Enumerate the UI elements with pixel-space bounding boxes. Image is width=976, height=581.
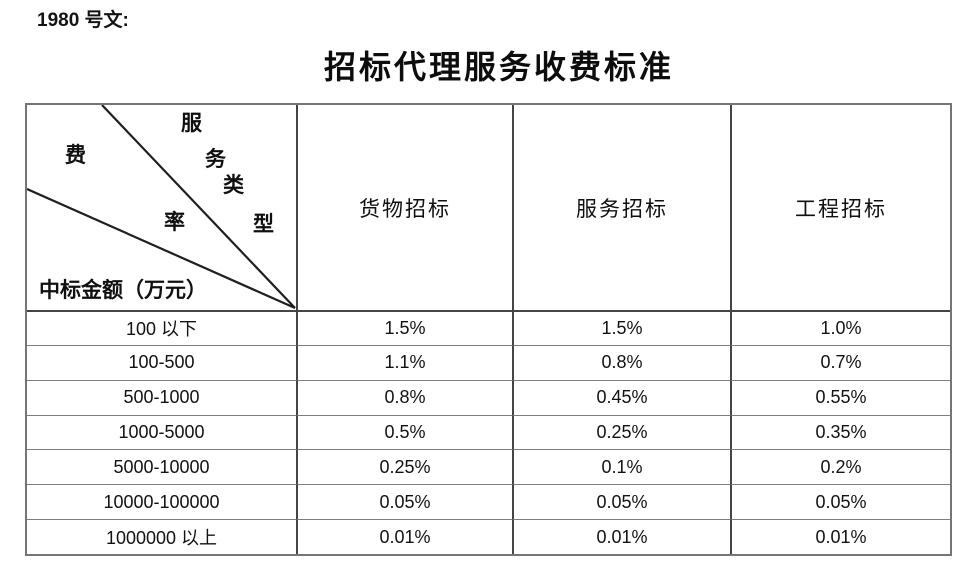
fee-cell: 0.01% [512,519,730,554]
corner-label-service-char: 型 [253,212,274,236]
fee-cell: 0.7% [730,344,950,380]
doc-number-label: 1980 号文: [37,10,129,31]
corner-label-service-char: 务 [205,147,226,171]
row-label: 5000-10000 [27,449,296,484]
corner-label-feerate-char: 率 [164,210,185,234]
row-label: 1000000 以上 [27,519,296,554]
fee-cell: 0.05% [296,484,512,520]
page-title: 招标代理服务收费标准 [323,49,674,85]
fee-cell: 0.01% [730,519,950,554]
column-header-services: 服务招标 [512,105,730,310]
fee-standard-table: 服 务 类 型 费 率 中标金额（万元） 货物招标 服务招标 工程招标 100 … [25,103,952,556]
fee-cell: 1.0% [730,310,950,345]
fee-cell: 0.55% [730,379,950,415]
fee-cell: 0.8% [512,344,730,380]
corner-label-service-char: 类 [223,173,244,197]
column-header-goods: 货物招标 [296,105,512,310]
fee-cell: 0.8% [296,379,512,415]
row-label: 1000-5000 [27,414,296,450]
fee-cell: 1.5% [512,310,730,345]
row-label: 500-1000 [27,379,296,415]
fee-cell: 0.25% [512,414,730,450]
row-label: 100-500 [27,344,296,380]
row-label: 100 以下 [27,310,296,345]
column-header-engineering: 工程招标 [730,105,950,310]
row-label: 10000-100000 [27,484,296,519]
fee-cell: 0.01% [296,519,512,554]
table-corner-cell: 服 务 类 型 费 率 中标金额（万元） [27,105,296,310]
corner-label-service-char: 服 [181,111,202,135]
fee-cell: 0.25% [296,449,512,485]
corner-label-feerate-char: 费 [65,143,86,167]
fee-cell: 0.05% [730,484,950,520]
fee-cell: 0.1% [512,449,730,485]
fee-cell: 0.45% [512,379,730,415]
corner-label-amount: 中标金额（万元） [39,278,207,302]
fee-cell: 0.5% [296,414,512,450]
fee-cell: 0.35% [730,414,950,450]
fee-cell: 0.2% [730,449,950,485]
fee-cell: 1.5% [296,310,512,345]
diagonal-divider-lines [27,105,296,310]
fee-cell: 0.05% [512,484,730,520]
fee-cell: 1.1% [296,344,512,380]
